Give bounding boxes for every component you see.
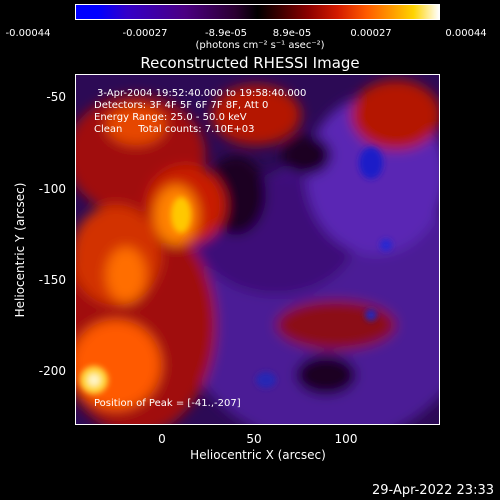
colorbar-tick: -0.00027: [122, 28, 168, 39]
y-tick-label: -200: [38, 364, 66, 378]
colorbar: [75, 4, 440, 20]
x-tick-label: 50: [246, 432, 262, 446]
colorbar-tick: 0.00027: [350, 28, 392, 39]
colorbar-unit: (photons cm⁻² s⁻¹ asec⁻²): [195, 40, 325, 51]
x-tick-label: 100: [334, 432, 358, 446]
rhessi-image[interactable]: [75, 74, 440, 425]
y-tick-label: -150: [38, 273, 66, 287]
annotation-energy: Energy Range: 25.0 - 50.0 keV: [94, 112, 247, 123]
plot-title: Reconstructed RHESSI Image: [140, 54, 360, 72]
annotation-peak: Position of Peak = [-41.,-207]: [94, 398, 241, 409]
y-axis-label: Heliocentric Y (arcsec): [13, 182, 27, 318]
colorbar-tick: 8.9e-05: [272, 28, 312, 39]
timestamp: 29-Apr-2022 23:33: [372, 483, 494, 498]
colorbar-tick: -0.00044: [5, 28, 51, 39]
annotation-method: Clean Total counts: 7.10E+03: [94, 124, 255, 135]
x-tick-label: 0: [158, 432, 166, 446]
colorbar-tick: -8.9e-05: [205, 28, 247, 39]
annotation-detectors: Detectors: 3F 4F 5F 6F 7F 8F, Att 0: [94, 100, 269, 111]
y-tick-label: -50: [46, 90, 66, 104]
rhessi-image-svg: [76, 75, 439, 424]
colorbar-tick: 0.00044: [445, 28, 487, 39]
annotation-time-range: 3-Apr-2004 19:52:40.000 to 19:58:40.000: [97, 88, 307, 99]
x-axis-label: Heliocentric X (arcsec): [190, 448, 326, 462]
y-tick-label: -100: [38, 182, 66, 196]
